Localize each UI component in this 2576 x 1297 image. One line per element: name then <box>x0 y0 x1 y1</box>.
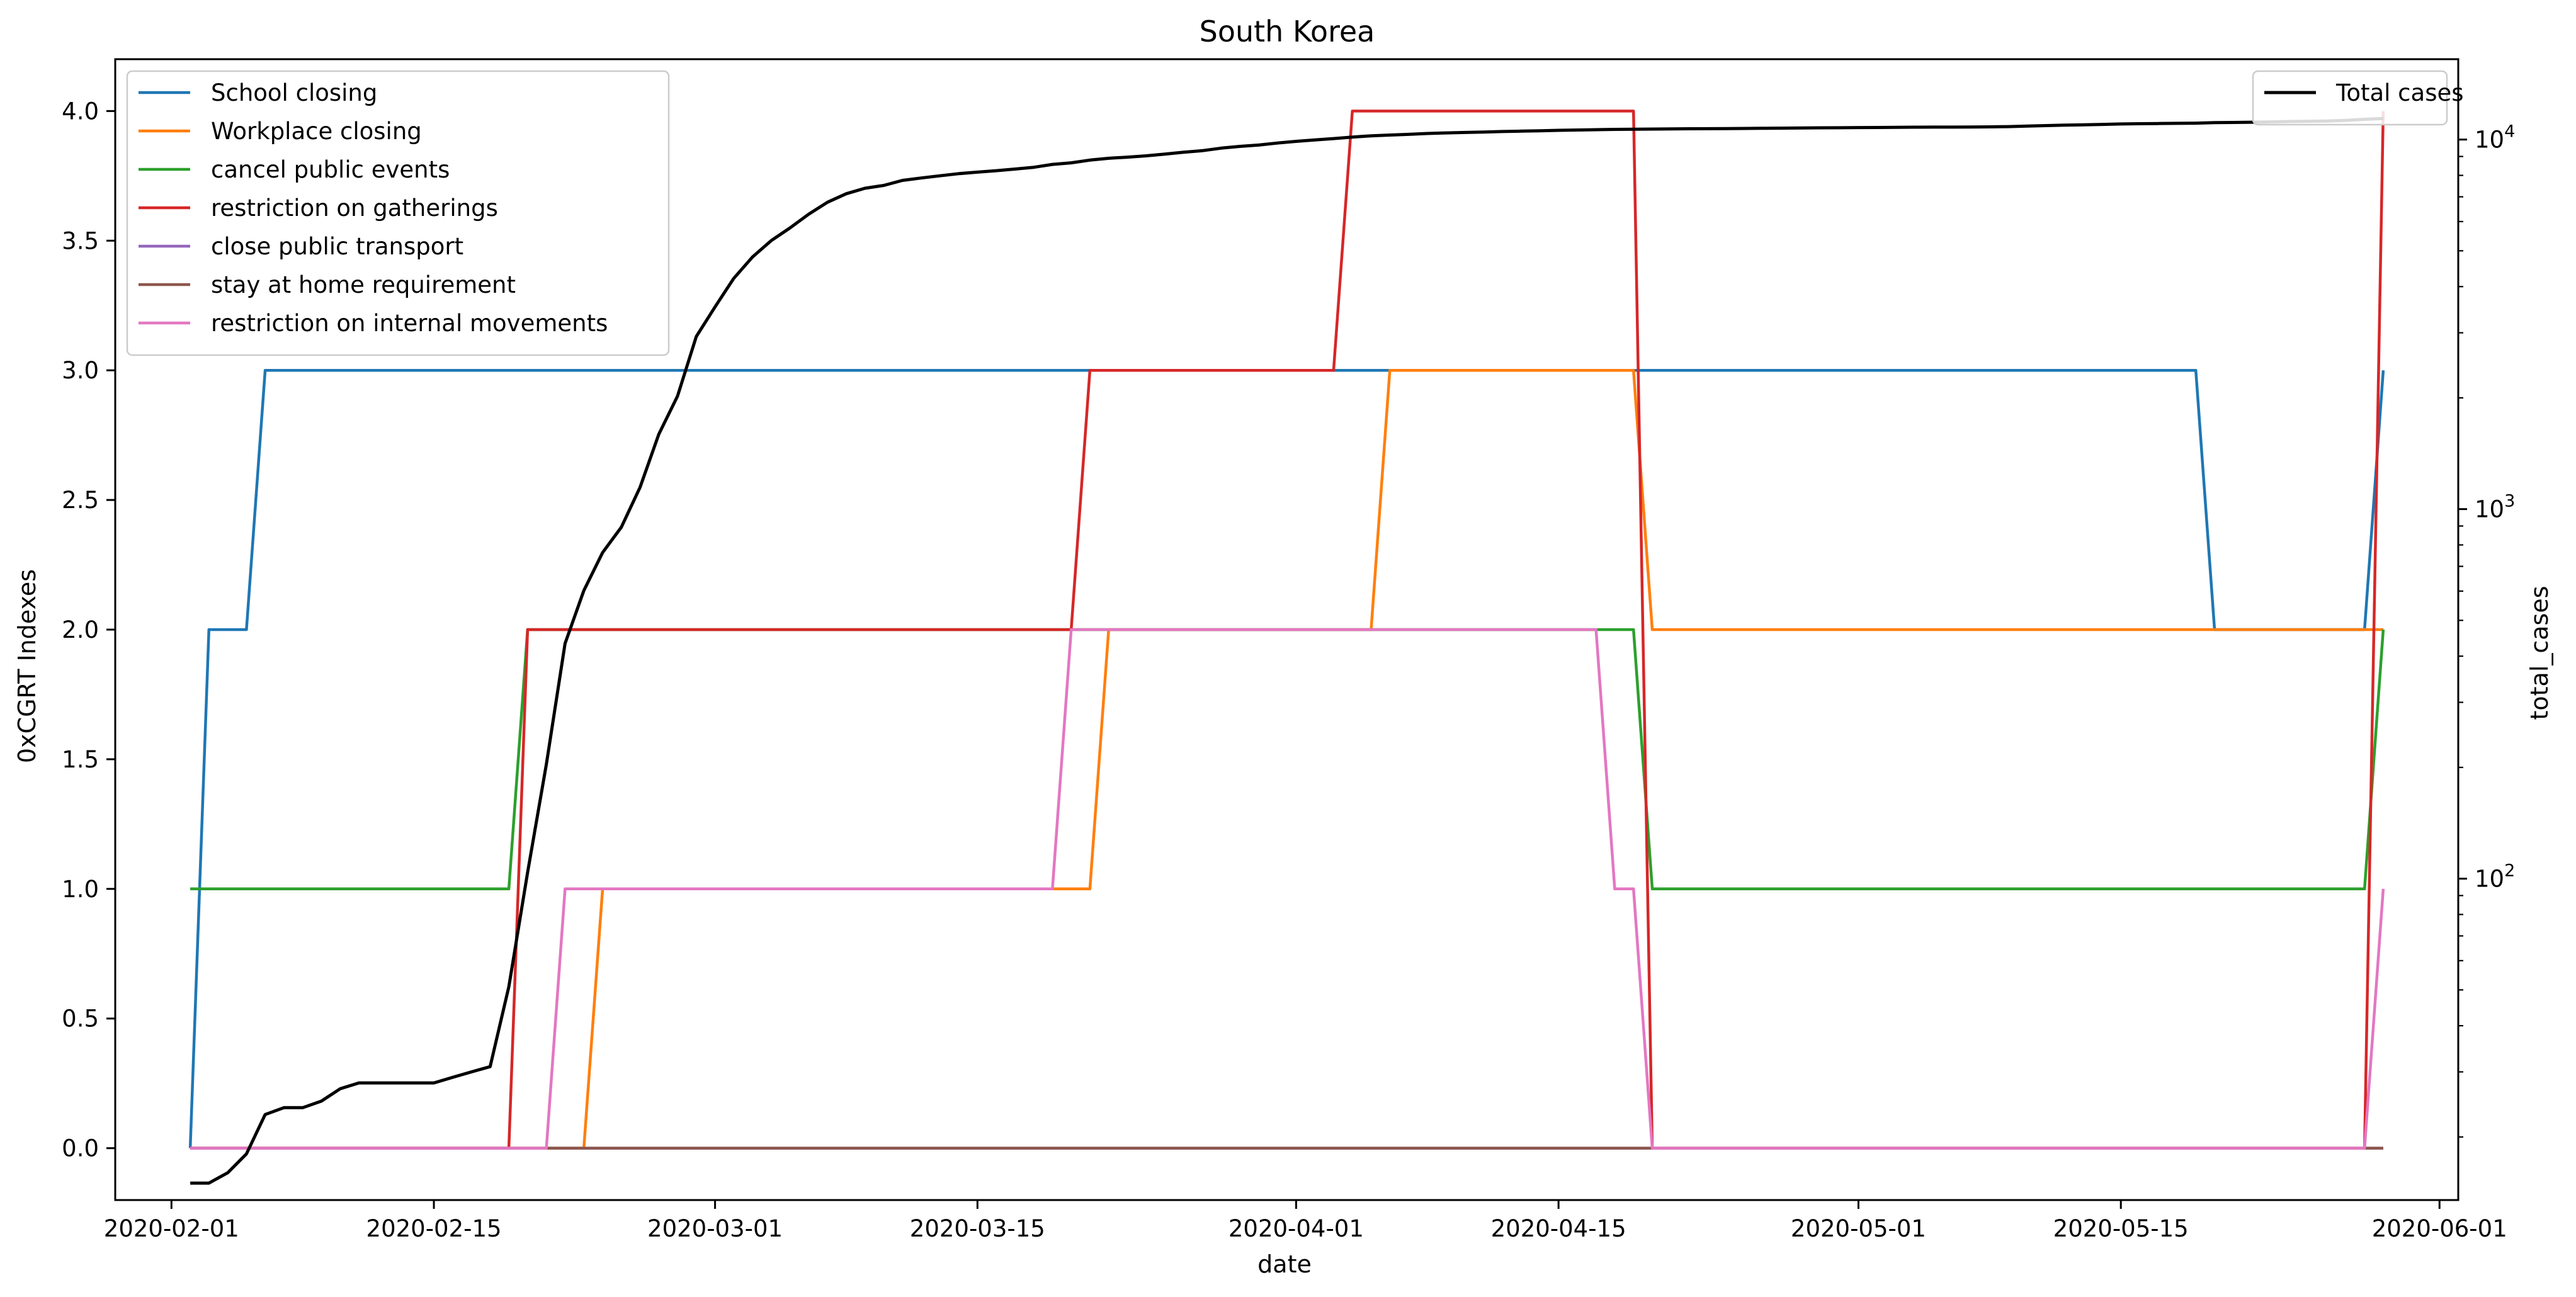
y-axis-left-label: 0xCGRT Indexes <box>13 569 41 763</box>
x-tick-label: 2020-05-01 <box>1791 1215 1926 1242</box>
legend-label: Workplace closing <box>211 118 422 145</box>
y2-tick-label: 103 <box>2475 492 2515 523</box>
y-tick-label: 0.0 <box>62 1135 99 1162</box>
series-layer <box>188 110 2385 1185</box>
y-tick-label: 2.0 <box>62 616 99 643</box>
x-axis: 2020-02-01 2020-02-15 2020-03-01 2020-03-15… <box>104 1200 2507 1242</box>
legend-label: cancel public events <box>211 156 450 183</box>
x-tick-label: 2020-04-01 <box>1228 1215 1364 1242</box>
legend-box <box>126 70 670 356</box>
x-tick-label: 2020-04-15 <box>1491 1215 1626 1242</box>
y-tick-label: 0.5 <box>62 1005 99 1033</box>
legend-label: Total cases <box>2335 79 2464 106</box>
x-tick-label: 2020-03-01 <box>647 1215 783 1242</box>
y-tick-label: 3.0 <box>62 357 99 384</box>
y-tick-label: 3.5 <box>62 227 99 254</box>
x-tick-label: 2020-03-15 <box>910 1215 1045 1242</box>
legend-label: School closing <box>211 79 377 106</box>
x-tick-label: 2020-06-01 <box>2372 1215 2507 1242</box>
legend-box <box>2252 70 2448 126</box>
legend-label: stay at home requirement <box>211 271 516 298</box>
y-tick-label: 2.5 <box>62 487 99 514</box>
y-axis-left: 0.0 0.5 1.0 1.5 2.0 2.5 3.0 3.5 4.0 <box>62 98 115 1162</box>
series-line-6 <box>190 628 2385 1150</box>
legend-left: School closing Workplace closing cancel pu… <box>126 70 670 356</box>
y-tick-label: 4.0 <box>62 98 99 125</box>
y2-tick-label: 104 <box>2475 122 2515 154</box>
legend-label: restriction on gatherings <box>211 195 498 222</box>
x-axis-label: date <box>1257 1250 1312 1278</box>
y-axis-right-label: total_cases <box>2526 586 2553 720</box>
y-axis-right: 102 103 104 <box>2458 122 2515 1138</box>
y-tick-label: 1.0 <box>62 876 99 903</box>
x-tick-label: 2020-02-15 <box>366 1215 502 1242</box>
legend-right: Total cases <box>2252 70 2464 126</box>
chart-title: South Korea <box>1200 14 1375 48</box>
x-tick-label: 2020-05-15 <box>2053 1215 2189 1242</box>
x-tick-label: 2020-02-01 <box>104 1215 239 1242</box>
series-line-2 <box>190 628 2385 891</box>
y-tick-label: 1.5 <box>62 746 99 773</box>
series-line-7 <box>190 116 2384 1185</box>
y2-tick-label: 102 <box>2475 861 2515 893</box>
legend-label: close public transport <box>211 233 463 260</box>
legend-label: restriction on internal movements <box>211 310 608 337</box>
